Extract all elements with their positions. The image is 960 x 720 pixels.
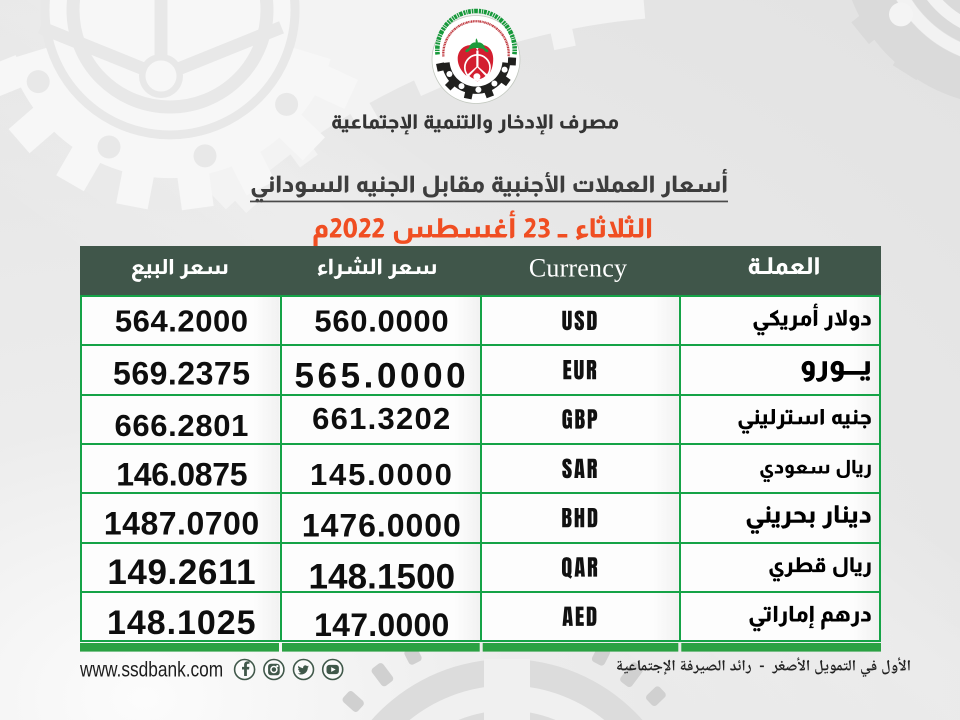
svg-text:565.0000: 565.0000 [294, 357, 469, 396]
svg-text:666.2801: 666.2801 [115, 408, 250, 443]
svg-text:Currency: Currency [529, 254, 627, 283]
svg-text:148.1025: 148.1025 [107, 604, 256, 642]
svg-text:145.0000: 145.0000 [310, 457, 454, 492]
svg-text:148.1500: 148.1500 [308, 558, 455, 597]
svg-text:149.2611: 149.2611 [107, 553, 256, 592]
svg-text:www.ssdbank.com: www.ssdbank.com [79, 658, 223, 682]
svg-text:560.0000: 560.0000 [314, 304, 449, 339]
svg-text:146.0875: 146.0875 [116, 456, 247, 492]
svg-text:564.2000: 564.2000 [115, 304, 249, 339]
svg-text:569.2375: 569.2375 [113, 356, 250, 392]
svg-text:661.3202: 661.3202 [312, 401, 451, 436]
svg-text:147.0000: 147.0000 [314, 607, 449, 643]
svg-text:1487.0700: 1487.0700 [104, 506, 260, 542]
svg-text:1476.0000: 1476.0000 [302, 508, 462, 544]
